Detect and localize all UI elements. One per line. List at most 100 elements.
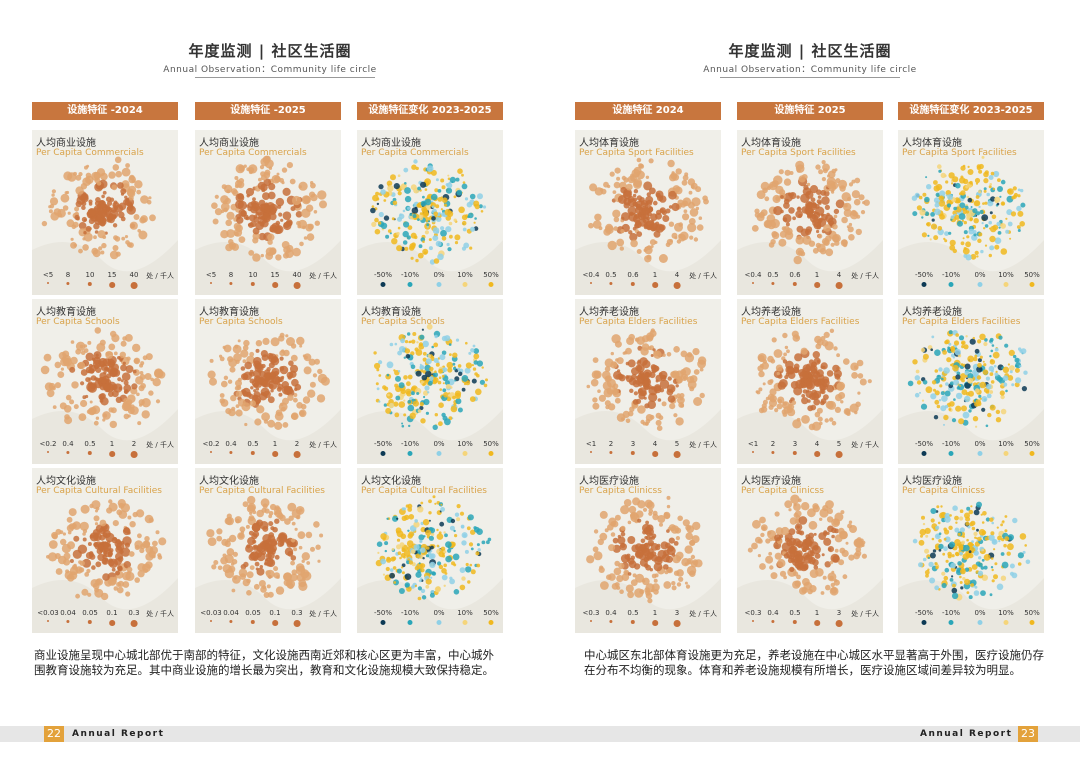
map-dots [737, 160, 883, 295]
legend-dot [407, 620, 413, 625]
legend-dot [250, 282, 256, 287]
legend-dot [272, 282, 278, 288]
legend-label: 50% [1024, 440, 1040, 448]
legend-label: 1 [109, 440, 115, 448]
legend-dot [609, 451, 613, 455]
map-title-cn: 人均医疗设施 [579, 476, 639, 487]
map-title-cn: 人均体育设施 [579, 138, 639, 149]
change-map-panel: 人均商业设施 Per Capita Commercials -50% -10% 0% 10… [357, 130, 503, 295]
legend-label: 0.04 [223, 609, 239, 617]
legend-dot [948, 620, 954, 625]
map-dots [575, 157, 721, 295]
legend-dot [590, 451, 592, 453]
legend-label: -50% [914, 440, 934, 448]
map-legend: <0.4 0.5 0.6 1 4 处 / 千人 [743, 271, 879, 289]
map-legend: -50% -10% 0% 10% 50% [904, 609, 1040, 627]
legend-dot [109, 620, 115, 626]
legend-dot [436, 620, 442, 625]
change-map-panel: 人均医疗设施 Per Capita Clinicss -50% -10% 0% 10% 50… [898, 468, 1044, 633]
page-subtitle: Annual Observation：Community life circle [163, 65, 377, 75]
legend-dot [130, 620, 138, 627]
legend-label: 0.04 [60, 609, 76, 617]
legend-label: 0.1 [106, 609, 118, 617]
map-dots [898, 155, 1044, 295]
map-legend: -50% -10% 0% 10% 50% [904, 440, 1040, 458]
facility-map-panel: 人均商业设施 Per Capita Commercials <5 8 10 15 40 处 /… [32, 130, 178, 295]
summary-paragraph: 商业设施呈现中心城北部优于南部的特征，文化设施西南近郊和核心区更为丰富，中心城外… [34, 648, 494, 677]
legend-label: 0.4 [225, 440, 237, 448]
legend-label: 0% [974, 609, 986, 617]
map-legend: -50% -10% 0% 10% 50% [363, 271, 499, 289]
legend-label: <0.4 [582, 271, 600, 279]
legend-label: -50% [373, 271, 393, 279]
legend-unit: 处 / 千人 [851, 272, 879, 280]
legend-label: 0.3 [291, 609, 303, 617]
map-title-cn: 人均商业设施 [36, 138, 96, 149]
legend-unit: 处 / 千人 [146, 441, 174, 449]
legend-label: 0.4 [605, 609, 617, 617]
facility-map-panel: 人均文化设施 Per Capita Cultural Facilities <0.0… [32, 468, 178, 633]
map-legend: <5 8 10 15 40 处 / 千人 [38, 271, 174, 289]
legend-label: 0% [974, 440, 986, 448]
legend-dot [609, 620, 613, 624]
legend-label: -10% [400, 609, 420, 617]
legend-label: -50% [373, 440, 393, 448]
map-dots [737, 328, 883, 464]
map-title-cn: 人均体育设施 [741, 138, 801, 149]
legend-dot [652, 282, 658, 288]
legend-dot [771, 620, 775, 624]
map-title-cn: 人均教育设施 [36, 307, 96, 318]
map-legend: <0.3 0.4 0.5 1 3 处 / 千人 [743, 609, 879, 627]
legend-dot [210, 620, 212, 622]
page-title: 年度监测 | 社区生活圈 [188, 42, 352, 60]
facility-map-panel: 人均医疗设施 Per Capita Clinicss <0.3 0.4 0.5 1 3 处 /… [575, 468, 721, 633]
map-title-en: Per Capita Clinicss [741, 486, 824, 496]
legend-dot [977, 451, 983, 456]
legend-dot [771, 282, 775, 286]
map-title-en: Per Capita Commercials [36, 148, 144, 158]
map-title-cn: 人均养老设施 [902, 307, 962, 318]
legend-label: <1 [747, 440, 759, 448]
legend-label: -50% [914, 271, 934, 279]
column-header-2025: 设施特征 -2025 [195, 102, 341, 120]
legend-dot [835, 620, 843, 627]
legend-label: 40 [292, 271, 302, 279]
page-title: 年度监测 | 社区生活圈 [728, 42, 892, 60]
legend-label: 50% [1024, 609, 1040, 617]
legend-dot [462, 451, 468, 456]
legend-unit: 处 / 千人 [689, 272, 717, 280]
legend-dot [652, 451, 658, 457]
legend-label: 50% [1024, 271, 1040, 279]
legend-label: 50% [483, 609, 499, 617]
legend-label: 50% [483, 271, 499, 279]
map-legend: <0.03 0.04 0.05 0.1 0.3 处 / 千人 [37, 609, 174, 627]
legend-dot [66, 451, 70, 455]
legend-label: 0.5 [605, 271, 617, 279]
legend-unit: 处 / 千人 [689, 610, 717, 618]
legend-dot [210, 282, 212, 284]
legend-dot [130, 451, 138, 458]
legend-label: 0.6 [627, 271, 639, 279]
legend-dot [590, 282, 592, 284]
legend-dot [609, 282, 613, 286]
map-title-en: Per Capita Cultural Facilities [36, 486, 162, 496]
map-legend: -50% -10% 0% 10% 50% [904, 271, 1040, 289]
legend-dot [293, 451, 301, 458]
legend-label: 2 [131, 440, 137, 448]
map-dots [195, 332, 341, 464]
legend-dot [87, 620, 93, 625]
column-header-2024: 设施特征 2024 [575, 102, 721, 120]
legend-dot [792, 282, 798, 287]
legend-dot [293, 282, 301, 289]
legend-label: -50% [373, 609, 393, 617]
legend-label: 10% [998, 271, 1014, 279]
legend-dot [407, 451, 413, 456]
facility-map-panel: 人均体育设施 Per Capita Sport Facilities <0.4 0.5… [737, 130, 883, 295]
legend-label: 1 [814, 271, 820, 279]
legend-dot [752, 451, 754, 453]
legend-dot [752, 282, 754, 284]
legend-label: <5 [42, 271, 54, 279]
title-rule [720, 77, 900, 78]
map-title-en: Per Capita Clinicss [579, 486, 662, 496]
map-title-en: Per Capita Commercials [361, 148, 469, 158]
